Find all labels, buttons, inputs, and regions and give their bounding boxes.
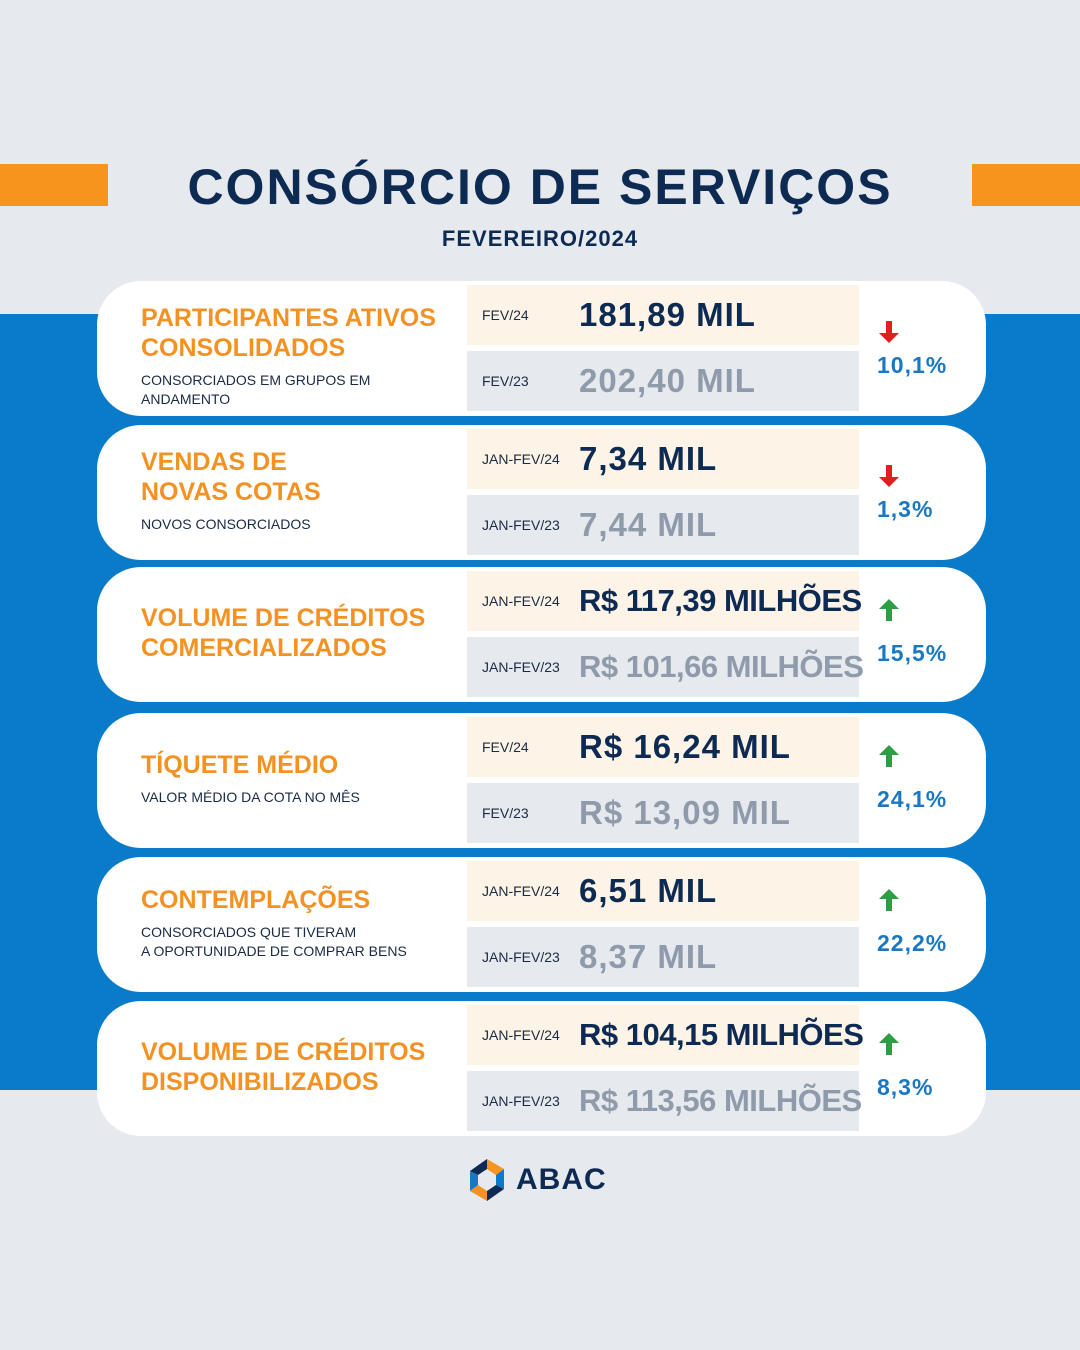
previous-value-cell: FEV/23 202,40 MIL (467, 351, 859, 411)
current-value-cell: JAN-FEV/24 R$ 117,39 MILHÕES (467, 571, 862, 631)
arrow-up-icon (879, 745, 899, 767)
accent-bar-right (972, 164, 1080, 206)
period-label: JAN-FEV/23 (482, 1093, 560, 1109)
page-title: CONSÓRCIO DE SERVIÇOS (187, 159, 893, 215)
metric-value: 6,51 MIL (579, 872, 718, 909)
metric-value: 8,37 MIL (579, 938, 718, 975)
metric-value: 7,34 MIL (579, 440, 718, 477)
arrow-up-icon (879, 1033, 899, 1055)
card-description-line: CONSORCIADOS QUE TIVERAM (141, 924, 357, 940)
metric-card: VOLUME DE CRÉDITOS COMERCIALIZADOS JAN-FEV… (97, 567, 986, 702)
period-label: FEV/23 (482, 805, 529, 821)
card-title-line: CONTEMPLAÇÕES (141, 886, 371, 914)
arrow-down-icon (879, 465, 899, 487)
metric-value: R$ 113,56 MILHÕES (579, 1083, 862, 1118)
card-title-line: VOLUME DE CRÉDITOS (141, 604, 426, 632)
change-percentage: 8,3% (877, 1074, 934, 1100)
change-percentage: 10,1% (877, 352, 948, 378)
period-label: FEV/24 (482, 739, 529, 755)
period-label: FEV/23 (482, 373, 529, 389)
card-title-line: VOLUME DE CRÉDITOS (141, 1038, 426, 1066)
abac-logo: ABAC (466, 1157, 616, 1203)
period-label: JAN-FEV/23 (482, 659, 560, 675)
period-label: JAN-FEV/24 (482, 883, 560, 899)
card-title-line: PARTICIPANTES ATIVOS (141, 304, 436, 332)
card-description-line: NOVOS CONSORCIADOS (141, 516, 311, 532)
card-title-line: TÍQUETE MÉDIO (141, 751, 339, 779)
previous-value-cell: JAN-FEV/23 7,44 MIL (467, 495, 859, 555)
previous-value-cell: FEV/23 R$ 13,09 MIL (467, 783, 859, 843)
change-percentage: 1,3% (877, 496, 934, 522)
metric-value: R$ 101,66 MILHÕES (579, 649, 864, 684)
metric-value: R$ 117,39 MILHÕES (579, 583, 862, 618)
card-title-line: COMERCIALIZADOS (141, 634, 387, 662)
current-value-cell: JAN-FEV/24 7,34 MIL (467, 429, 859, 489)
previous-value-cell: JAN-FEV/23 R$ 113,56 MILHÕES (467, 1071, 862, 1131)
card-description-line: A OPORTUNIDADE DE COMPRAR BENS (141, 943, 407, 959)
arrow-up-icon (879, 889, 899, 911)
metric-value: R$ 104,15 MILHÕES (579, 1017, 864, 1052)
period-label: JAN-FEV/23 (482, 949, 560, 965)
card-title-line: VENDAS DE (141, 448, 287, 476)
period-label: FEV/24 (482, 307, 529, 323)
card-description-line: VALOR MÉDIO DA COTA NO MÊS (141, 789, 360, 805)
current-value-cell: FEV/24 R$ 16,24 MIL (467, 717, 859, 777)
accent-bar-left (0, 164, 108, 206)
metric-card: VENDAS DE NOVAS COTAS NOVOS CONSORCIADOS JA… (97, 425, 986, 560)
period-label: JAN-FEV/24 (482, 451, 560, 467)
previous-value-cell: JAN-FEV/23 8,37 MIL (467, 927, 859, 987)
card-title-line: CONSOLIDADOS (141, 334, 346, 362)
current-value-cell: FEV/24 181,89 MIL (467, 285, 859, 345)
metric-card: PARTICIPANTES ATIVOS CONSOLIDADOS CONSORCI… (97, 281, 986, 416)
previous-value-cell: JAN-FEV/23 R$ 101,66 MILHÕES (467, 637, 864, 697)
metric-card: TÍQUETE MÉDIO VALOR MÉDIO DA COTA NO MÊS F… (97, 713, 986, 848)
metric-card: VOLUME DE CRÉDITOS DISPONIBILIZADOS JAN-FE… (97, 1001, 986, 1136)
metric-value: 181,89 MIL (579, 296, 756, 333)
arrow-down-icon (879, 321, 899, 343)
metric-value: R$ 13,09 MIL (579, 794, 791, 831)
metric-value: R$ 16,24 MIL (579, 728, 791, 765)
abac-logo-icon (470, 1159, 504, 1201)
arrow-up-icon (879, 599, 899, 621)
page-subtitle: FEVEREIRO/2024 (441, 226, 639, 251)
card-title-line: NOVAS COTAS (141, 478, 321, 506)
metric-value: 7,44 MIL (579, 506, 718, 543)
card-description-line: CONSORCIADOS EM GRUPOS EM ANDAMENTO (141, 372, 371, 407)
period-label: JAN-FEV/24 (482, 1027, 560, 1043)
current-value-cell: JAN-FEV/24 6,51 MIL (467, 861, 859, 921)
period-label: JAN-FEV/24 (482, 593, 560, 609)
card-title-line: DISPONIBILIZADOS (141, 1068, 379, 1096)
logo-text: ABAC (516, 1163, 607, 1196)
change-percentage: 24,1% (877, 786, 948, 812)
metric-value: 202,40 MIL (579, 362, 756, 399)
period-label: JAN-FEV/23 (482, 517, 560, 533)
current-value-cell: JAN-FEV/24 R$ 104,15 MILHÕES (467, 1005, 864, 1065)
metric-card: CONTEMPLAÇÕES CONSORCIADOS QUE TIVERAM A O… (97, 857, 986, 992)
change-percentage: 15,5% (877, 640, 948, 666)
change-percentage: 22,2% (877, 930, 948, 956)
